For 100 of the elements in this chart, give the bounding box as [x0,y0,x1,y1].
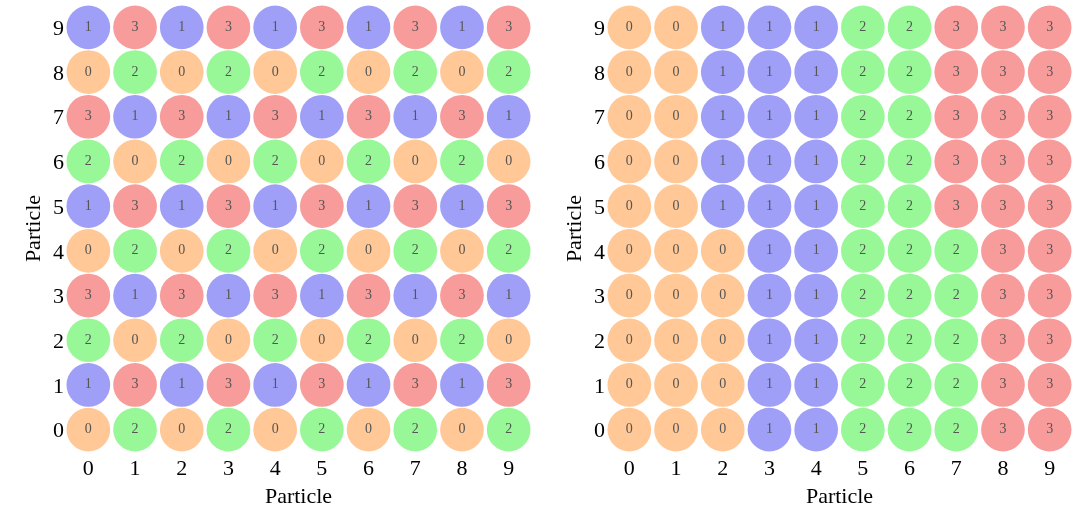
data-label: 0 [458,421,466,437]
data-label: 3 [411,18,419,34]
x-tick-label: 5 [316,455,328,480]
data-label: 1 [178,197,186,213]
data-label: 0 [131,331,139,347]
data-label: 2 [411,63,419,79]
data-label: 3 [952,63,960,79]
data-label: 3 [84,287,92,303]
y-tick-label: 6 [53,149,64,175]
data-label: 2 [131,421,139,437]
data-label: 2 [952,242,960,258]
data-label: 1 [365,197,373,213]
data-label: 1 [224,108,232,124]
data-label: 1 [765,197,773,213]
data-label: 1 [271,197,279,213]
x-tick-label: 0 [623,455,635,480]
data-label: 1 [812,108,820,124]
data-label: 1 [812,287,820,303]
data-label: 0 [84,63,92,79]
x-tick-label: 6 [363,455,375,480]
y-tick-label: 7 [594,104,605,130]
data-label: 3 [1046,197,1054,213]
data-label: 2 [906,63,914,79]
data-label: 2 [859,63,867,79]
y-tick-label: 9 [594,15,605,41]
y-tick-label: 0 [53,417,64,443]
data-label: 0 [672,18,680,34]
x-tick-label: 9 [503,455,515,480]
data-label: 2 [906,152,914,168]
data-label: 3 [84,108,92,124]
data-label: 2 [859,421,867,437]
data-label: 2 [271,152,279,168]
y-tick-label: 7 [53,104,64,130]
data-label: 0 [625,18,633,34]
data-label: 3 [178,108,186,124]
data-label: 2 [906,421,914,437]
data-label: 0 [672,152,680,168]
data-label: 0 [411,331,419,347]
x-tick-label: 1 [129,455,141,480]
data-label: 3 [999,421,1007,437]
data-label: 3 [131,18,139,34]
data-label: 2 [906,331,914,347]
data-label: 3 [1046,18,1054,34]
data-label: 1 [812,63,820,79]
data-label: 2 [84,331,92,347]
data-label: 3 [999,63,1007,79]
data-label: 1 [271,18,279,34]
data-label: 0 [625,376,633,392]
data-label: 3 [999,152,1007,168]
data-label: 1 [765,108,773,124]
data-label: 0 [505,152,513,168]
y-tick-label: 5 [594,193,605,219]
data-label: 1 [719,63,727,79]
data-label: 2 [505,242,513,258]
data-label: 0 [505,331,513,347]
data-label: 0 [178,421,186,437]
data-label: 2 [859,197,867,213]
data-label: 1 [84,376,92,392]
data-label: 2 [906,108,914,124]
y-tick-label: 6 [594,149,605,175]
data-label: 0 [672,242,680,258]
data-label: 2 [906,18,914,34]
data-label: 3 [318,197,326,213]
data-label: 2 [178,331,186,347]
y-tick-label: 5 [53,193,64,219]
data-label: 2 [318,242,326,258]
data-label: 2 [505,63,513,79]
data-label: 2 [458,331,466,347]
data-label: 0 [411,152,419,168]
data-label: 3 [952,108,960,124]
data-label: 3 [1046,108,1054,124]
data-label: 0 [131,152,139,168]
data-label: 1 [505,287,513,303]
x-tick-label: 7 [950,455,962,480]
data-label: 1 [365,376,373,392]
data-label: 2 [318,63,326,79]
data-label: 1 [719,197,727,213]
data-label: 3 [999,197,1007,213]
x-tick-label: 2 [176,455,188,480]
y-tick-label: 4 [53,238,64,264]
data-label: 1 [411,108,419,124]
data-label: 0 [224,331,232,347]
data-label: 0 [625,152,633,168]
data-label: 3 [952,18,960,34]
data-label: 3 [999,287,1007,303]
data-label: 3 [999,331,1007,347]
data-label: 3 [505,376,513,392]
y-tick-label: 0 [594,417,605,443]
x-tick-label: 3 [763,455,775,480]
y-axis-title: Particle [560,194,586,263]
data-label: 1 [812,421,820,437]
data-label: 0 [625,331,633,347]
data-label: 2 [131,242,139,258]
data-label: 3 [458,108,466,124]
data-label: 1 [765,287,773,303]
data-label: 1 [458,18,466,34]
data-label: 2 [859,376,867,392]
data-label: 1 [812,152,820,168]
data-label: 1 [458,197,466,213]
data-label: 3 [999,18,1007,34]
